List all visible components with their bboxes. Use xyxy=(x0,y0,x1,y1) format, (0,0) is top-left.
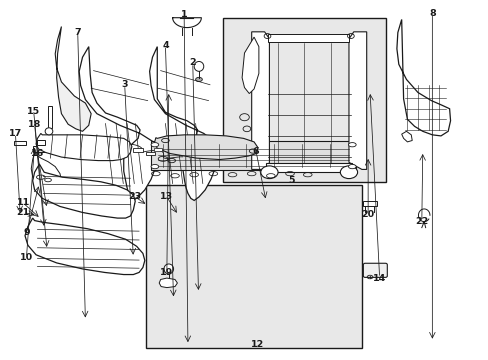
FancyBboxPatch shape xyxy=(363,263,386,277)
Bar xyxy=(33,146,64,153)
Polygon shape xyxy=(159,278,177,288)
Polygon shape xyxy=(242,37,258,94)
Polygon shape xyxy=(251,32,269,170)
Bar xyxy=(146,152,155,155)
Text: 4: 4 xyxy=(162,41,168,50)
Text: 23: 23 xyxy=(128,193,142,202)
Text: 10: 10 xyxy=(20,253,33,262)
Ellipse shape xyxy=(340,166,357,179)
Text: 6: 6 xyxy=(252,147,259,156)
Text: 15: 15 xyxy=(27,107,40,116)
Ellipse shape xyxy=(348,165,355,169)
Polygon shape xyxy=(25,218,144,275)
Text: 1: 1 xyxy=(181,10,187,19)
Polygon shape xyxy=(348,32,366,170)
Bar xyxy=(268,34,348,42)
Text: 5: 5 xyxy=(287,176,294,185)
Text: 12: 12 xyxy=(250,339,264,348)
Polygon shape xyxy=(33,164,135,218)
Ellipse shape xyxy=(151,143,159,147)
Polygon shape xyxy=(401,131,411,142)
Ellipse shape xyxy=(151,165,159,169)
Ellipse shape xyxy=(45,128,53,135)
Text: 3: 3 xyxy=(121,80,128,89)
Text: 19: 19 xyxy=(160,268,173,277)
Polygon shape xyxy=(31,153,61,191)
Ellipse shape xyxy=(260,166,278,179)
Bar xyxy=(133,148,142,152)
Text: 7: 7 xyxy=(74,28,81,37)
Polygon shape xyxy=(79,47,157,201)
Text: 20: 20 xyxy=(361,210,374,219)
Text: 13: 13 xyxy=(160,193,173,202)
Bar xyxy=(151,141,355,170)
Text: 18: 18 xyxy=(28,120,41,129)
Bar xyxy=(146,185,361,348)
Bar xyxy=(363,201,376,207)
Text: 11: 11 xyxy=(17,198,30,207)
Text: 9: 9 xyxy=(23,229,30,238)
Ellipse shape xyxy=(163,264,173,274)
Text: 21: 21 xyxy=(17,208,30,217)
Polygon shape xyxy=(149,47,218,201)
Bar xyxy=(38,140,45,145)
Bar xyxy=(154,148,161,151)
Ellipse shape xyxy=(348,143,355,147)
Polygon shape xyxy=(55,27,91,131)
Ellipse shape xyxy=(195,77,202,82)
Polygon shape xyxy=(36,134,132,161)
Bar xyxy=(265,163,351,172)
Text: 14: 14 xyxy=(372,274,386,283)
Polygon shape xyxy=(396,19,449,136)
Bar xyxy=(15,141,26,145)
Bar xyxy=(223,18,385,182)
Polygon shape xyxy=(154,135,257,159)
Text: 8: 8 xyxy=(428,9,435,18)
Text: 16: 16 xyxy=(31,149,44,158)
Text: 2: 2 xyxy=(189,58,196,67)
Text: 22: 22 xyxy=(414,217,427,226)
Text: 17: 17 xyxy=(9,129,22,138)
Bar xyxy=(48,106,52,128)
